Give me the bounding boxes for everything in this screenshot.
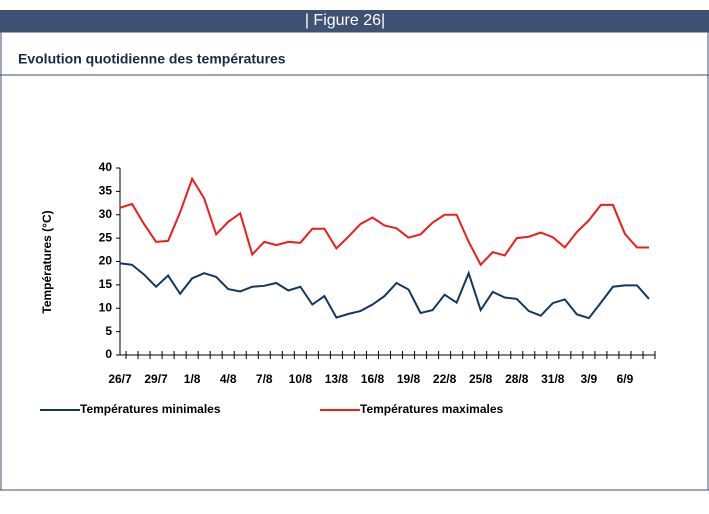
y-tick-label: 0 — [105, 347, 112, 361]
legend-label: Températures maximales — [360, 402, 504, 416]
x-tick-label: 25/8 — [469, 372, 493, 386]
series-line — [119, 262, 650, 320]
y-tick-label: 25 — [99, 230, 113, 244]
x-tick-label: 19/8 — [397, 372, 421, 386]
x-tick-label: 3/9 — [581, 372, 598, 386]
x-tick-label: 13/8 — [325, 372, 349, 386]
x-tick-label: 4/8 — [220, 372, 237, 386]
y-tick-label: 5 — [105, 324, 112, 338]
y-tick-label: 35 — [99, 184, 113, 198]
x-tick-label: 16/8 — [361, 372, 385, 386]
y-tick-label: 15 — [99, 277, 113, 291]
y-tick-label: 10 — [99, 300, 113, 314]
y-tick-label: 40 — [99, 160, 113, 174]
x-tick-label: 31/8 — [541, 372, 565, 386]
y-tick-label: 30 — [99, 207, 113, 221]
header-bar — [0, 10, 709, 32]
y-tick-label: 20 — [99, 254, 113, 268]
series-line — [119, 176, 649, 267]
y-axis-label: Températures (°C) — [40, 210, 54, 313]
legend-label: Températures minimales — [80, 402, 221, 416]
figure-label: | Figure 26| — [305, 12, 385, 29]
x-tick-label: 7/8 — [256, 372, 273, 386]
x-tick-label: 6/9 — [617, 372, 634, 386]
panel-title: Evolution quotidienne des températures — [18, 51, 286, 67]
x-tick-label: 28/8 — [505, 372, 529, 386]
x-tick-label: 10/8 — [289, 372, 313, 386]
x-tick-label: 1/8 — [184, 372, 201, 386]
x-tick-label: 22/8 — [433, 372, 457, 386]
x-tick-label: 26/7 — [108, 372, 132, 386]
x-tick-label: 29/7 — [144, 372, 168, 386]
